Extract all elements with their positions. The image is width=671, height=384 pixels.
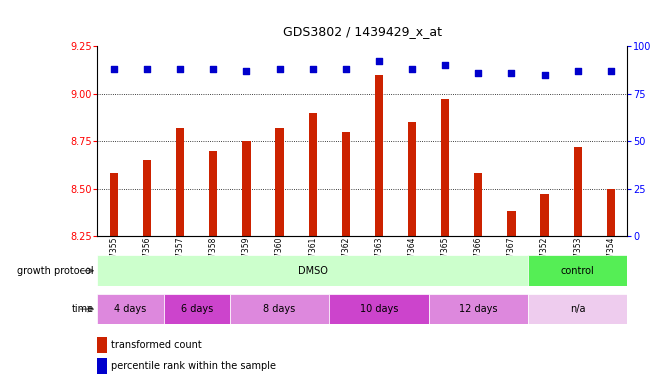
- Point: [174, 66, 185, 72]
- Point: [473, 70, 484, 76]
- Point: [440, 62, 450, 68]
- Text: time: time: [72, 304, 94, 314]
- Point: [539, 71, 550, 78]
- Text: 8 days: 8 days: [264, 304, 296, 314]
- Bar: [143, 160, 151, 236]
- Point: [142, 66, 152, 72]
- Bar: [429, 294, 528, 324]
- Point: [307, 66, 318, 72]
- Text: n/a: n/a: [570, 304, 585, 314]
- Point: [340, 66, 351, 72]
- Point: [208, 66, 219, 72]
- Bar: [540, 194, 549, 236]
- Bar: [574, 147, 582, 236]
- Bar: [507, 212, 515, 236]
- Point: [109, 66, 119, 72]
- Bar: [309, 113, 317, 236]
- Bar: [528, 294, 627, 324]
- Point: [241, 68, 252, 74]
- Text: 4 days: 4 days: [114, 304, 146, 314]
- Bar: [375, 74, 383, 236]
- Point: [605, 68, 616, 74]
- Bar: [242, 141, 250, 236]
- Bar: [97, 358, 107, 374]
- Bar: [110, 174, 118, 236]
- Bar: [528, 255, 627, 286]
- Point: [407, 66, 417, 72]
- Text: percentile rank within the sample: percentile rank within the sample: [111, 361, 276, 371]
- Bar: [176, 128, 185, 236]
- Text: control: control: [561, 266, 595, 276]
- Text: DMSO: DMSO: [298, 266, 327, 276]
- Bar: [329, 294, 429, 324]
- Bar: [607, 189, 615, 236]
- Text: transformed count: transformed count: [111, 340, 201, 350]
- Bar: [164, 294, 229, 324]
- Text: 10 days: 10 days: [360, 304, 398, 314]
- Bar: [97, 294, 164, 324]
- Bar: [474, 174, 482, 236]
- Text: 6 days: 6 days: [180, 304, 213, 314]
- Bar: [408, 122, 416, 236]
- Bar: [275, 128, 284, 236]
- Point: [374, 58, 384, 65]
- Bar: [342, 132, 350, 236]
- Bar: [229, 294, 329, 324]
- Point: [572, 68, 583, 74]
- Text: GDS3802 / 1439429_x_at: GDS3802 / 1439429_x_at: [283, 25, 442, 38]
- Text: 12 days: 12 days: [459, 304, 498, 314]
- Point: [274, 66, 285, 72]
- Point: [506, 70, 517, 76]
- Text: growth protocol: growth protocol: [17, 266, 94, 276]
- Bar: [209, 151, 217, 236]
- Bar: [97, 337, 107, 353]
- Bar: [97, 255, 528, 286]
- Bar: [441, 99, 450, 236]
